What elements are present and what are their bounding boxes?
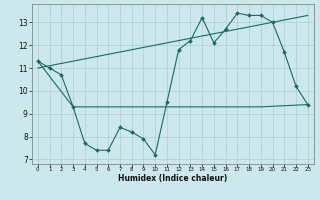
X-axis label: Humidex (Indice chaleur): Humidex (Indice chaleur) [118,174,228,183]
